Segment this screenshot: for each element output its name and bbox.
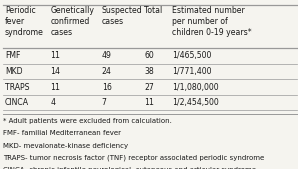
Text: 1/771,400: 1/771,400 — [172, 67, 212, 76]
Text: TRAPS: TRAPS — [5, 82, 29, 92]
Text: 14: 14 — [50, 67, 60, 76]
Text: 24: 24 — [102, 67, 111, 76]
Text: 1/465,500: 1/465,500 — [172, 51, 212, 61]
Text: 60: 60 — [144, 51, 154, 61]
Text: Genetically
confirmed
cases: Genetically confirmed cases — [50, 6, 94, 37]
Text: TRAPS- tumor necrosis factor (TNF) receptor associated periodic syndrome: TRAPS- tumor necrosis factor (TNF) recep… — [3, 155, 264, 161]
Text: CINCA: CINCA — [5, 98, 29, 107]
Text: MKD- mevalonate-kinase deficiency: MKD- mevalonate-kinase deficiency — [3, 143, 128, 149]
Text: FMF- familial Mediterranean fever: FMF- familial Mediterranean fever — [3, 130, 121, 137]
Text: 11: 11 — [144, 98, 154, 107]
Text: 11: 11 — [50, 51, 60, 61]
Text: 27: 27 — [144, 82, 154, 92]
Text: Suspected
cases: Suspected cases — [102, 6, 142, 26]
Text: * Adult patients were excluded from calculation.: * Adult patients were excluded from calc… — [3, 118, 172, 124]
Text: 11: 11 — [50, 82, 60, 92]
Text: 1/2,454,500: 1/2,454,500 — [172, 98, 219, 107]
Text: 49: 49 — [102, 51, 111, 61]
Text: Periodic
fever
syndrome: Periodic fever syndrome — [5, 6, 44, 37]
Text: Estimated number
per number of
children 0-19 years*: Estimated number per number of children … — [172, 6, 252, 37]
Text: 4: 4 — [50, 98, 55, 107]
Text: FMF: FMF — [5, 51, 20, 61]
Text: 38: 38 — [144, 67, 154, 76]
Text: Total: Total — [144, 6, 162, 15]
Text: 1/1,080,000: 1/1,080,000 — [172, 82, 219, 92]
Text: CINCA- chronic infantile neurological, cutaneous and articular syndrome: CINCA- chronic infantile neurological, c… — [3, 167, 256, 169]
Text: 16: 16 — [102, 82, 111, 92]
Text: MKD: MKD — [5, 67, 22, 76]
Text: 7: 7 — [102, 98, 106, 107]
